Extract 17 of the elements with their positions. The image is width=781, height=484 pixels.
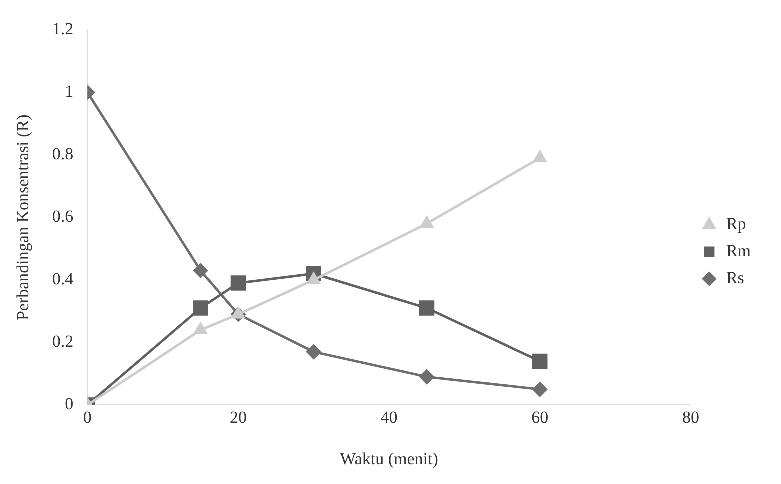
x-tick-label: 20: [230, 408, 247, 427]
y-tick-label: 1.2: [52, 19, 74, 38]
y-tick-label: 0.4: [52, 270, 74, 289]
y-tick-label: 0.2: [52, 332, 74, 352]
x-axis-title: Waktu (menit): [340, 449, 438, 468]
x-tick-label: 0: [83, 408, 92, 427]
x-tick-label: 40: [380, 408, 398, 427]
x-tick-label: 80: [682, 408, 700, 427]
legend-label: Rm: [726, 241, 751, 260]
x-tick-label: 60: [532, 408, 549, 427]
y-tick-label: 0: [65, 394, 74, 414]
y-tick-label: 1: [65, 82, 74, 101]
y-axis-title: Perbandingan Konsentrasi (R): [14, 114, 33, 321]
legend-label: Rp: [726, 214, 746, 234]
y-tick-label: 0.8: [52, 144, 74, 164]
legend-label: Rs: [726, 268, 744, 288]
y-tick-label: 0.6: [52, 207, 74, 226]
